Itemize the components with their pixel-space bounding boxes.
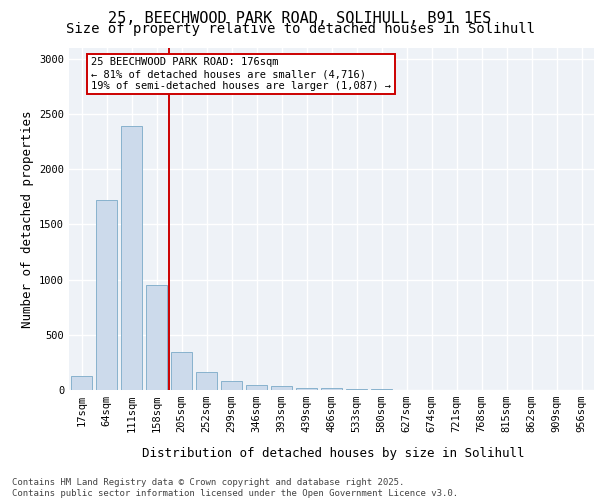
Bar — [221, 381, 242, 390]
Text: Size of property relative to detached houses in Solihull: Size of property relative to detached ho… — [65, 22, 535, 36]
Bar — [271, 386, 292, 390]
Bar — [96, 200, 117, 390]
Text: Distribution of detached houses by size in Solihull: Distribution of detached houses by size … — [142, 448, 524, 460]
Bar — [121, 126, 142, 390]
Text: Contains HM Land Registry data © Crown copyright and database right 2025.
Contai: Contains HM Land Registry data © Crown c… — [12, 478, 458, 498]
Y-axis label: Number of detached properties: Number of detached properties — [20, 110, 34, 328]
Text: 25, BEECHWOOD PARK ROAD, SOLIHULL, B91 1ES: 25, BEECHWOOD PARK ROAD, SOLIHULL, B91 1… — [109, 11, 491, 26]
Bar — [296, 388, 317, 390]
Bar — [171, 352, 192, 390]
Bar — [146, 285, 167, 390]
Bar — [346, 389, 367, 390]
Bar — [246, 385, 267, 390]
Bar — [196, 372, 217, 390]
Bar — [71, 376, 92, 390]
Text: 25 BEECHWOOD PARK ROAD: 176sqm
← 81% of detached houses are smaller (4,716)
19% : 25 BEECHWOOD PARK ROAD: 176sqm ← 81% of … — [91, 58, 391, 90]
Bar — [321, 388, 342, 390]
